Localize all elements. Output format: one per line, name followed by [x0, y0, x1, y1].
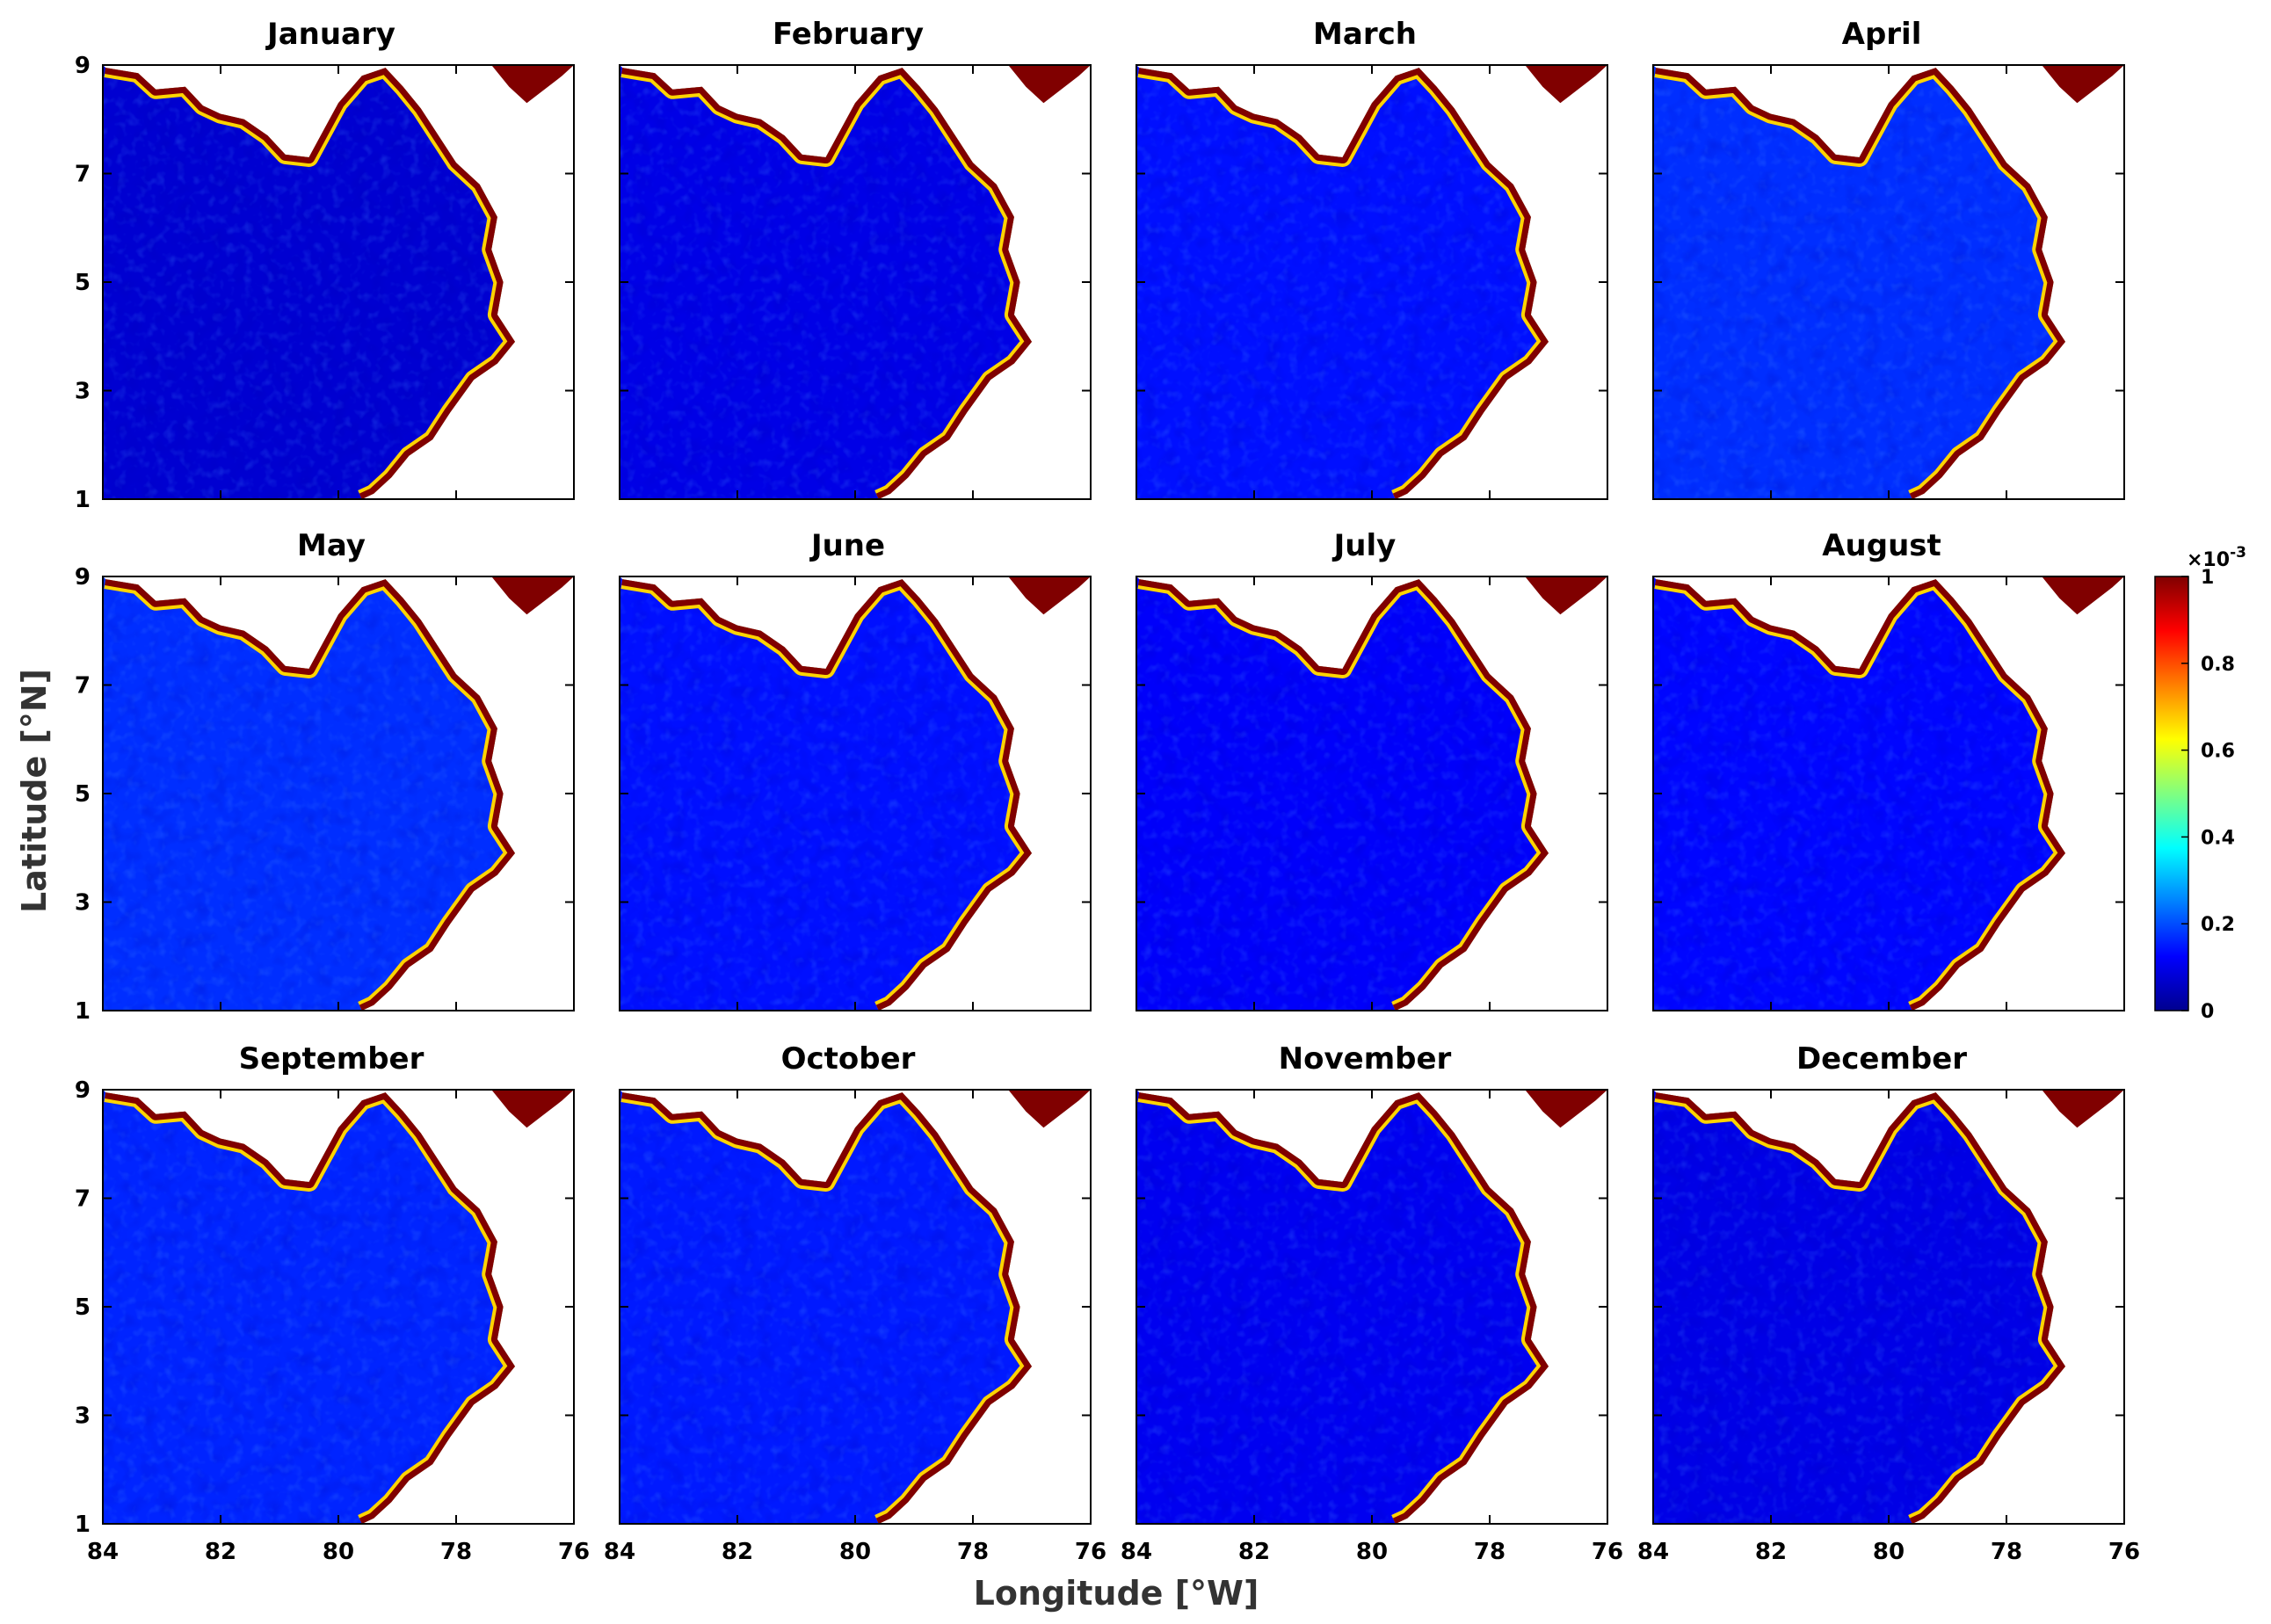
colorbar-tick-label: 0 — [2201, 1001, 2214, 1023]
northeast-patch — [491, 1090, 574, 1128]
x-tick-label: 76 — [1075, 1539, 1106, 1565]
x-tick-label: 84 — [87, 1539, 119, 1565]
panel-title: November — [1279, 1041, 1452, 1077]
northeast-patch — [1525, 576, 1607, 615]
x-tick-label: 78 — [1991, 1539, 2022, 1565]
colorbar-multiplier-exponent: -3 — [2230, 544, 2246, 562]
x-tick-label: 82 — [1755, 1539, 1787, 1565]
panel-title: June — [809, 528, 885, 563]
x-tick-label: 82 — [1238, 1539, 1270, 1565]
panel-title: October — [781, 1041, 916, 1077]
y-tick-label: 5 — [75, 1294, 91, 1321]
x-tick-label: 84 — [604, 1539, 635, 1565]
panel-title: April — [1842, 17, 1922, 52]
colorbar-tick-label: 0.6 — [2201, 741, 2235, 763]
northeast-patch — [2042, 1090, 2124, 1128]
x-tick-label: 82 — [205, 1539, 236, 1565]
y-tick-label: 9 — [75, 564, 91, 591]
y-axis-label: Latitude [°N] — [15, 669, 54, 913]
northeast-patch — [1525, 65, 1607, 104]
y-tick-label: 1 — [75, 487, 91, 513]
y-tick-label: 1 — [75, 1512, 91, 1538]
y-tick-label: 1 — [75, 998, 91, 1025]
colorbar-ticks: 0 0.2 0.4 0.6 0.8 1 — [2181, 567, 2235, 1023]
northeast-patch — [1008, 65, 1091, 104]
x-tick-label: 84 — [1637, 1539, 1669, 1565]
panel-february: February — [619, 17, 1092, 500]
y-tick-label: 3 — [75, 1403, 91, 1430]
colorbar-scale — [2154, 576, 2189, 1011]
northeast-patch — [2042, 65, 2124, 104]
colorbar-multiplier: ×10-3 — [2187, 544, 2246, 571]
x-tick-label: 82 — [722, 1539, 753, 1565]
northeast-patch — [2042, 576, 2124, 615]
panel-grid: January 1 3 5 7 9 February March April May 1 3 5 7 9 Ju… — [75, 17, 2140, 1565]
panel-title: February — [773, 17, 924, 52]
panel-september: September 1 3 5 7 9 84 82 80 78 76 — [75, 1041, 590, 1565]
x-tick-label: 76 — [558, 1539, 590, 1565]
panel-june: June — [619, 528, 1092, 1011]
panel-may: May 1 3 5 7 9 — [75, 528, 575, 1025]
panel-january: January 1 3 5 7 9 — [75, 17, 575, 513]
x-axis-label: Longitude [°W] — [974, 1574, 1259, 1613]
northeast-patch — [491, 576, 574, 615]
colorbar-tick-label: 1 — [2201, 567, 2214, 589]
x-tick-label: 80 — [323, 1539, 354, 1565]
panel-title: December — [1796, 1041, 1967, 1077]
panel-title: January — [265, 17, 395, 52]
x-tick-label: 76 — [1592, 1539, 1623, 1565]
panel-title: March — [1313, 17, 1417, 52]
colorbar-tick-label: 0.4 — [2201, 827, 2235, 849]
northeast-patch — [1008, 576, 1091, 615]
northeast-patch — [1525, 1090, 1607, 1128]
x-tick-label: 78 — [440, 1539, 472, 1565]
y-tick-label: 3 — [75, 379, 91, 405]
panel-title: July — [1332, 528, 1397, 563]
colorbar-tick-label: 0.8 — [2201, 654, 2235, 676]
x-tick-label: 80 — [1356, 1539, 1388, 1565]
panel-october: October 84 82 80 78 76 — [604, 1041, 1106, 1565]
y-tick-label: 7 — [75, 673, 91, 700]
y-tick-label: 9 — [75, 53, 91, 79]
x-tick-label: 80 — [839, 1539, 871, 1565]
panel-april: April — [1652, 17, 2125, 500]
x-tick-label: 80 — [1873, 1539, 1905, 1565]
panel-title: August — [1822, 528, 1941, 563]
y-tick-label: 7 — [75, 1186, 91, 1213]
colorbar-multiplier-base: ×10 — [2187, 549, 2230, 571]
northeast-patch — [491, 65, 574, 104]
panel-title: May — [297, 528, 366, 563]
panel-august: August — [1652, 528, 2125, 1011]
panel-march: March — [1136, 17, 1608, 500]
y-tick-label: 5 — [75, 781, 91, 808]
x-tick-label: 76 — [2108, 1539, 2140, 1565]
panel-december: December 84 82 80 78 76 — [1637, 1041, 2140, 1565]
panel-november: November 84 82 80 78 76 — [1121, 1041, 1623, 1565]
x-tick-label: 78 — [957, 1539, 989, 1565]
y-tick-label: 7 — [75, 162, 91, 188]
panel-title: September — [239, 1041, 424, 1077]
x-tick-label: 78 — [1474, 1539, 1506, 1565]
panel-july: July — [1136, 528, 1608, 1011]
y-tick-label: 5 — [75, 270, 91, 296]
colorbar: 0 0.2 0.4 0.6 0.8 1 ×10-3 — [2154, 544, 2246, 1023]
y-tick-label: 9 — [75, 1077, 91, 1104]
y-tick-label: 3 — [75, 890, 91, 917]
colorbar-tick-label: 0.2 — [2201, 914, 2235, 936]
x-tick-label: 84 — [1121, 1539, 1152, 1565]
northeast-patch — [1008, 1090, 1091, 1128]
